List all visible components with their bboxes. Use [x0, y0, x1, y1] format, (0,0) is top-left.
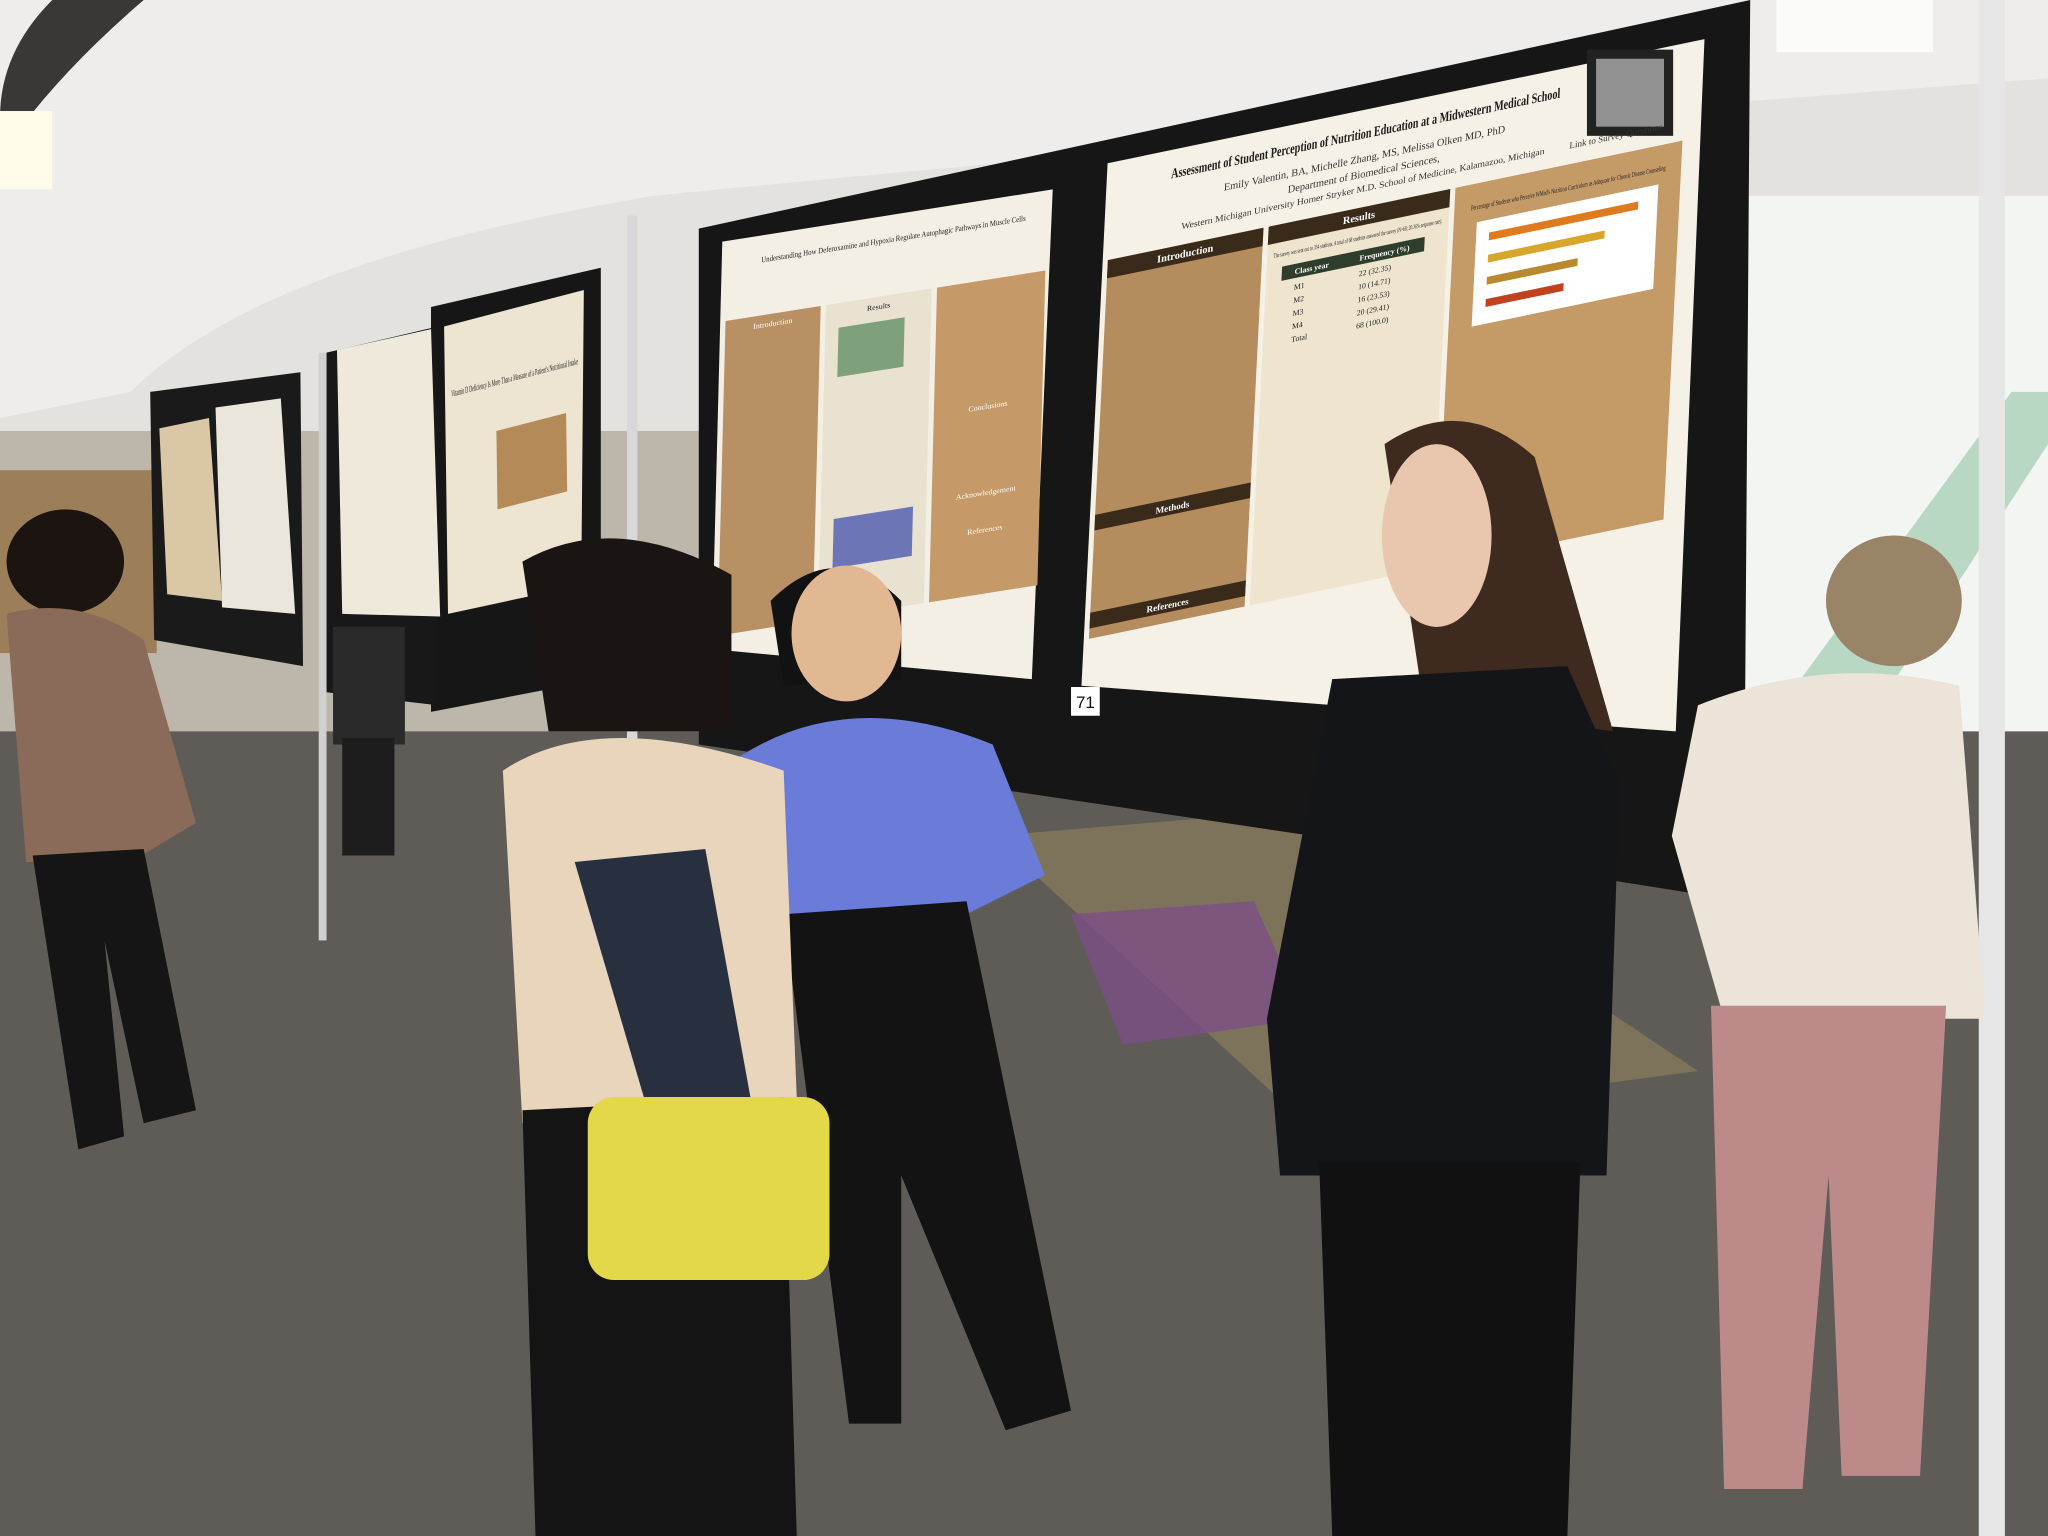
table-cell: M4 — [1292, 320, 1303, 331]
figure — [832, 506, 914, 569]
stand-pole — [1978, 0, 2005, 1536]
person — [1266, 420, 1620, 1536]
chart-bar — [1488, 201, 1639, 241]
panel — [929, 270, 1046, 603]
poster — [215, 398, 296, 614]
chart-bar — [1486, 258, 1578, 285]
person — [333, 626, 405, 856]
qr-code-pattern — [1596, 58, 1664, 127]
chart-bar — [1485, 282, 1564, 308]
section-bar — [1089, 580, 1246, 629]
chart-bar — [1487, 230, 1605, 263]
section-bar — [1267, 188, 1451, 245]
person — [502, 538, 830, 1536]
carpet-tile — [1071, 901, 1307, 1045]
light — [0, 111, 53, 190]
table-cell: Total — [1291, 332, 1308, 344]
person — [737, 565, 1072, 1431]
table-cell: M1 — [1294, 281, 1305, 292]
section-bar — [1094, 482, 1251, 531]
figure — [837, 317, 905, 378]
board-number: 71 — [1076, 693, 1095, 712]
section-heading: Results — [867, 301, 891, 313]
poster — [336, 329, 441, 617]
light — [1776, 0, 1934, 53]
stand-pole — [626, 215, 638, 778]
chart-image — [496, 413, 568, 510]
section-bar — [1106, 227, 1264, 279]
panel — [1088, 227, 1264, 639]
panel — [717, 305, 821, 636]
board-number-tag — [1071, 687, 1100, 716]
table-header-bg — [1281, 236, 1425, 281]
table-cell: M2 — [1293, 294, 1304, 305]
table-cell: M3 — [1292, 307, 1303, 318]
person — [1671, 535, 1986, 1489]
chart-area — [1471, 184, 1659, 327]
ceiling-edge — [0, 0, 144, 157]
poster — [159, 417, 223, 601]
person — [6, 509, 196, 1150]
stand-pole — [318, 352, 327, 941]
